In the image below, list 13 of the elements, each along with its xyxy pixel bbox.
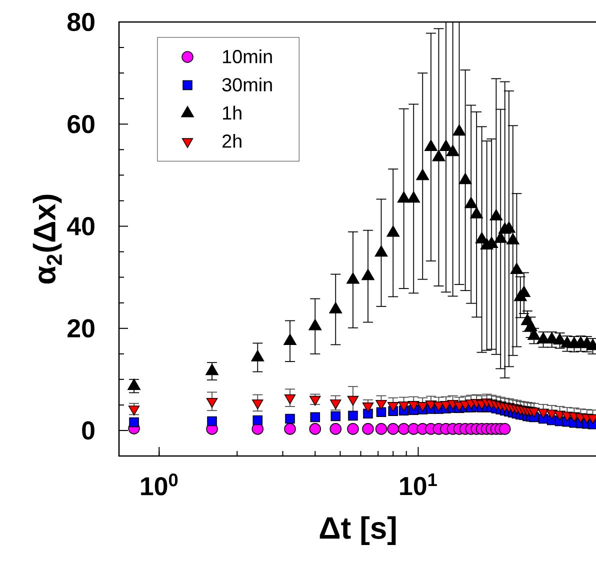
y-tick-label: 60 [68,114,94,134]
x-tick-label: 10$^{0}$ [141,474,178,496]
y-tick-label: 20 [68,319,94,338]
y-tick-label: 40 [67,217,94,236]
x-tick-label: 10$^{1}$ [400,474,437,496]
y-tick-label: 80 [67,12,94,32]
legend-label: 1h [222,106,242,120]
legend-label: 2h [222,134,242,148]
legend-label: 10min [222,49,272,64]
legend-label: 30min [222,78,272,92]
y-axis-title: α$_{2}$(Δx) [32,194,62,284]
y-tick-label: 0 [82,421,94,440]
x-axis-title: Δt [s] [320,516,396,546]
